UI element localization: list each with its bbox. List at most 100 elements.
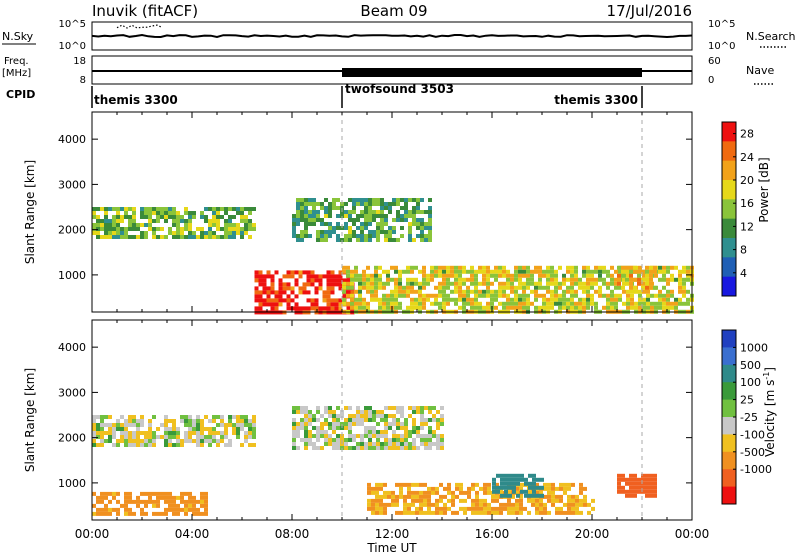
power-data-cell — [633, 285, 637, 290]
power-data-cell — [326, 294, 331, 299]
vel-data-cell — [184, 423, 188, 427]
power-data-cell — [362, 277, 366, 282]
vel-data-cell — [404, 422, 408, 426]
power-data-cell — [382, 285, 386, 290]
power-data-cell — [382, 269, 386, 274]
power-data-cell — [326, 274, 331, 279]
power-data-cell — [314, 298, 319, 303]
power-data-cell — [348, 198, 352, 202]
power-data-cell — [334, 306, 339, 311]
vel-data-cell — [220, 439, 224, 443]
power-data-cell — [148, 227, 152, 231]
vel-data-cell — [336, 418, 340, 422]
power-data-cell — [342, 278, 347, 283]
power-data-cell — [132, 235, 136, 239]
vel-data-cell — [375, 490, 379, 495]
power-data-cell — [368, 214, 372, 218]
power-colorbar-label-tick: 8 — [740, 244, 747, 257]
vel-data-cell — [575, 502, 579, 507]
power-data-cell — [244, 227, 248, 231]
vel-data-cell — [200, 431, 204, 435]
power-data-cell — [168, 231, 172, 235]
power-data-cell — [678, 273, 682, 278]
vel-data-cell — [112, 423, 116, 427]
power-data-cell — [637, 269, 641, 274]
vel-data-cell — [128, 431, 132, 435]
vel-data-cell — [579, 482, 583, 487]
power-data-cell — [204, 219, 208, 223]
power-data-cell — [378, 281, 382, 286]
vel-data-cell — [160, 491, 164, 496]
power-data-cell — [360, 222, 364, 226]
vel-data-cell — [136, 495, 140, 500]
power-data-cell — [649, 269, 653, 274]
power-data-cell — [132, 211, 136, 215]
power-data-cell — [358, 285, 362, 290]
power-data-cell — [534, 269, 538, 274]
power-data-cell — [362, 281, 366, 286]
power-data-cell — [282, 298, 287, 303]
power-data-cell — [254, 294, 259, 299]
power-data-cell — [498, 301, 502, 306]
vel-data-cell — [92, 439, 96, 443]
vel-data-cell — [625, 481, 629, 486]
vel-data-cell — [148, 419, 152, 423]
power-data-cell — [538, 293, 542, 298]
vel-data-cell — [136, 423, 140, 427]
power-data-cell — [678, 285, 682, 290]
vel-data-cell — [384, 446, 388, 450]
vel-data-cell — [496, 489, 500, 494]
power-data-cell — [322, 306, 327, 311]
power-data-cell — [384, 202, 388, 206]
vel-data-cell — [503, 502, 507, 507]
power-data-cell — [286, 274, 291, 279]
power-data-cell — [184, 227, 188, 231]
power-colorbar-swatch — [722, 141, 736, 162]
power-data-cell — [200, 211, 204, 215]
power-data-cell — [294, 306, 299, 311]
power-data-cell — [290, 286, 295, 291]
cpid-panel: CPID themis 3300 twofsound 3503 themis 3… — [6, 82, 643, 108]
power-data-cell — [670, 289, 674, 294]
vel-data-cell — [559, 494, 563, 499]
power-data-cell — [172, 219, 176, 223]
vel-data-cell — [420, 418, 424, 422]
power-data-cell — [618, 285, 622, 290]
vel-data-cell — [252, 423, 256, 427]
vel-data-cell — [104, 511, 108, 516]
power-data-cell — [278, 286, 283, 291]
power-data-cell — [522, 289, 526, 294]
power-data-cell — [152, 235, 156, 239]
vel-data-cell — [356, 446, 360, 450]
vel-data-cell — [439, 482, 443, 487]
velocity-ylabel: Slant Range [km] — [23, 368, 37, 472]
vel-data-cell — [475, 498, 479, 503]
vel-data-cell — [547, 486, 551, 491]
power-data-cell — [422, 273, 426, 278]
vel-data-cell — [116, 443, 120, 447]
power-data-cell — [380, 230, 384, 234]
power-data-cell — [514, 265, 518, 270]
power-data-cell — [344, 238, 348, 242]
power-data-cell — [412, 206, 416, 210]
vel-data-cell — [176, 511, 180, 516]
power-data-cell — [546, 265, 550, 270]
power-data-cell — [645, 285, 649, 290]
vel-data-cell — [124, 439, 128, 443]
vel-data-cell — [140, 507, 144, 512]
power-data-cell — [368, 198, 372, 202]
power-data-cell — [450, 273, 454, 278]
vel-data-cell — [144, 435, 148, 439]
velocity-data-cells — [92, 406, 657, 516]
vel-data-cell — [96, 495, 100, 500]
vel-data-cell — [252, 419, 256, 423]
power-data-cell — [454, 277, 458, 282]
vel-data-cell — [188, 419, 192, 423]
vel-data-cell — [419, 506, 423, 511]
power-data-cell — [370, 297, 374, 302]
vel-data-cell — [435, 490, 439, 495]
vel-data-cell — [240, 423, 244, 427]
power-data-cell — [382, 301, 386, 306]
power-data-cell — [594, 277, 598, 282]
power-data-cell — [292, 218, 296, 222]
